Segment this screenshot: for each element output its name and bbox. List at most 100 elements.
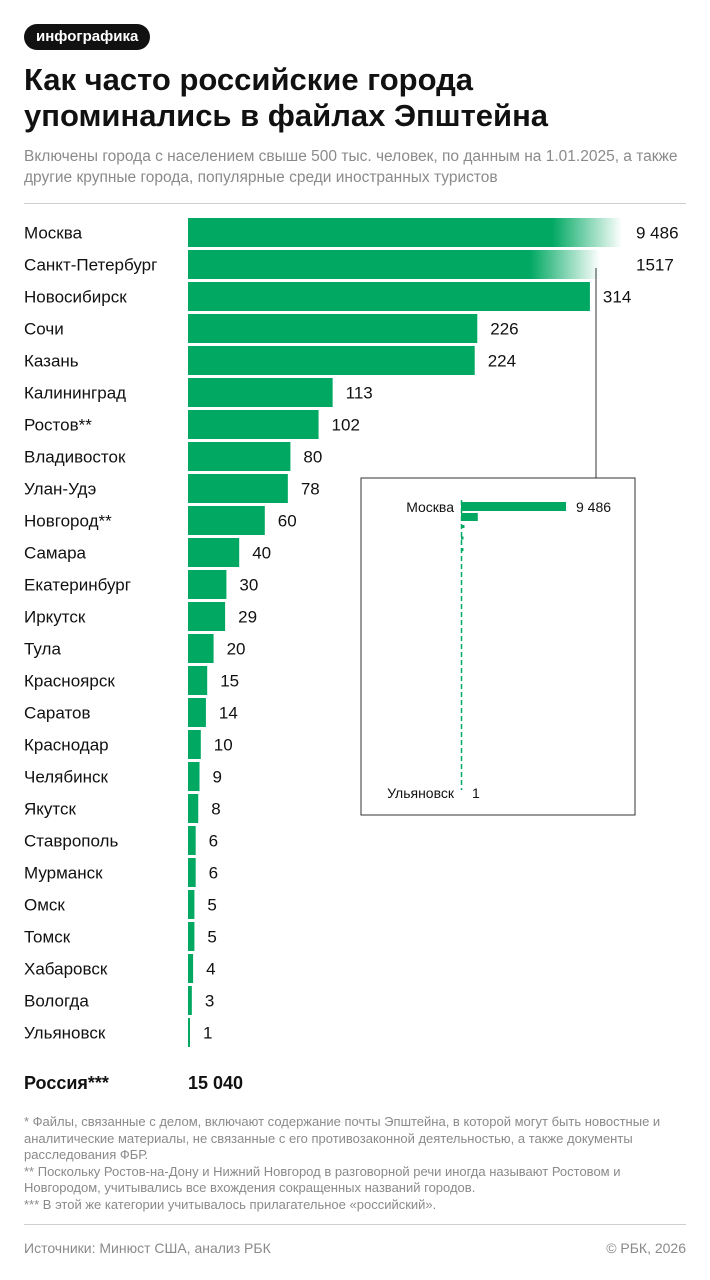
value-label: 1 bbox=[203, 1024, 212, 1043]
bar bbox=[188, 602, 226, 631]
category-label: Ставрополь bbox=[24, 832, 118, 851]
category-label: Москва bbox=[24, 224, 83, 243]
category-label: Улан-Удэ bbox=[24, 480, 96, 499]
inset-bar bbox=[461, 548, 464, 552]
value-label: 40 bbox=[252, 544, 271, 563]
value-label: 5 bbox=[207, 896, 216, 915]
category-label: Якутск bbox=[24, 800, 77, 819]
category-label: Санкт-Петербург bbox=[24, 256, 157, 275]
bar bbox=[188, 666, 208, 695]
bar bbox=[188, 250, 530, 279]
bar bbox=[188, 954, 194, 983]
inset-bar bbox=[461, 536, 464, 540]
value-label: 102 bbox=[332, 416, 360, 435]
value-label: 226 bbox=[490, 320, 518, 339]
bar bbox=[188, 858, 196, 887]
category-label: Саратов bbox=[24, 704, 91, 723]
category-label: Новгород** bbox=[24, 512, 112, 531]
value-label: 29 bbox=[238, 608, 257, 627]
bar bbox=[188, 698, 206, 727]
category-label: Вологда bbox=[24, 992, 89, 1011]
bar-fade bbox=[552, 218, 622, 247]
bar bbox=[188, 346, 475, 375]
value-label: 60 bbox=[278, 512, 297, 531]
value-label: 1517 bbox=[636, 256, 674, 275]
category-label: Калининград bbox=[24, 384, 126, 403]
bar bbox=[188, 826, 196, 855]
value-label: 3 bbox=[205, 992, 214, 1011]
value-label: 6 bbox=[209, 864, 218, 883]
category-label: Хабаровск bbox=[24, 960, 108, 979]
value-label: 9 bbox=[213, 768, 222, 787]
bar bbox=[188, 474, 288, 503]
bar bbox=[188, 922, 195, 951]
bar bbox=[188, 410, 319, 439]
value-label: 6 bbox=[209, 832, 218, 851]
category-tag: инфографика bbox=[24, 24, 151, 50]
inset-frame bbox=[360, 477, 636, 816]
bar bbox=[188, 282, 590, 311]
category-label: Мурманск bbox=[24, 864, 103, 883]
total-label: Россия*** bbox=[24, 1073, 109, 1093]
category-label: Сочи bbox=[24, 320, 64, 339]
value-label: 5 bbox=[207, 928, 216, 947]
category-label: Екатеринбург bbox=[24, 576, 131, 595]
inset-bar bbox=[461, 513, 478, 521]
bar bbox=[188, 762, 200, 791]
total-value: 15 040 bbox=[188, 1073, 244, 1093]
value-label: 8 bbox=[211, 800, 220, 819]
category-label: Ульяновск bbox=[24, 1024, 106, 1043]
bar bbox=[188, 378, 333, 407]
inset-chart: Москва 9 486 Ульяновск 1 bbox=[360, 268, 636, 816]
copyright-text: © РБК, 2026 bbox=[606, 1240, 686, 1256]
bar bbox=[188, 890, 195, 919]
category-label: Краснодар bbox=[24, 736, 109, 755]
bar bbox=[188, 730, 201, 759]
value-label: 30 bbox=[239, 576, 258, 595]
top-divider bbox=[24, 203, 686, 204]
inset-bar bbox=[461, 525, 465, 529]
footnote-2: ** Поскольку Ростов-на-Дону и Нижний Нов… bbox=[24, 1163, 621, 1196]
footer-divider bbox=[24, 1224, 686, 1225]
category-label: Самара bbox=[24, 544, 87, 563]
inset-top-value: 9 486 bbox=[576, 499, 611, 515]
category-label: Ростов** bbox=[24, 416, 92, 435]
bar bbox=[188, 218, 552, 247]
value-label: 20 bbox=[227, 640, 246, 659]
value-label: 224 bbox=[488, 352, 516, 371]
value-label: 314 bbox=[603, 288, 631, 307]
category-label: Омск bbox=[24, 896, 65, 915]
value-label: 10 bbox=[214, 736, 233, 755]
inset-bar bbox=[461, 502, 566, 511]
category-label: Иркутск bbox=[24, 608, 86, 627]
value-label: 113 bbox=[346, 384, 373, 403]
value-label: 9 486 bbox=[636, 224, 679, 243]
bar bbox=[188, 314, 478, 343]
bar bbox=[188, 570, 227, 599]
footnotes: * Файлы, связанные с делом, включают сод… bbox=[24, 1114, 684, 1213]
footnote-1: * Файлы, связанные с делом, включают сод… bbox=[24, 1114, 661, 1162]
category-label: Новосибирск bbox=[24, 288, 127, 307]
bar-fade bbox=[530, 250, 600, 279]
inset-top-label: Москва bbox=[406, 499, 454, 515]
bar bbox=[188, 442, 291, 471]
value-label: 80 bbox=[303, 448, 322, 467]
bar bbox=[188, 506, 265, 535]
bar bbox=[188, 538, 240, 567]
category-label: Казань bbox=[24, 352, 79, 371]
footnote-3: *** В этой же категории учитывалось прил… bbox=[24, 1196, 437, 1212]
page-title: Как часто российские города упоминались … bbox=[24, 62, 549, 133]
bar bbox=[188, 986, 192, 1015]
bar bbox=[188, 634, 214, 663]
category-label: Красноярск bbox=[24, 672, 115, 691]
value-label: 4 bbox=[206, 960, 215, 979]
category-label: Тула bbox=[24, 640, 61, 659]
category-label: Томск bbox=[24, 928, 71, 947]
chart-subtitle: Включены города с населением свыше 500 т… bbox=[24, 148, 678, 186]
inset-bottom-label: Ульяновск bbox=[387, 785, 455, 801]
category-label: Владивосток bbox=[24, 448, 126, 467]
value-label: 14 bbox=[219, 704, 238, 723]
category-label: Челябинск bbox=[24, 768, 108, 787]
source-text: Источники: Минюст США, анализ РБК bbox=[24, 1240, 271, 1256]
